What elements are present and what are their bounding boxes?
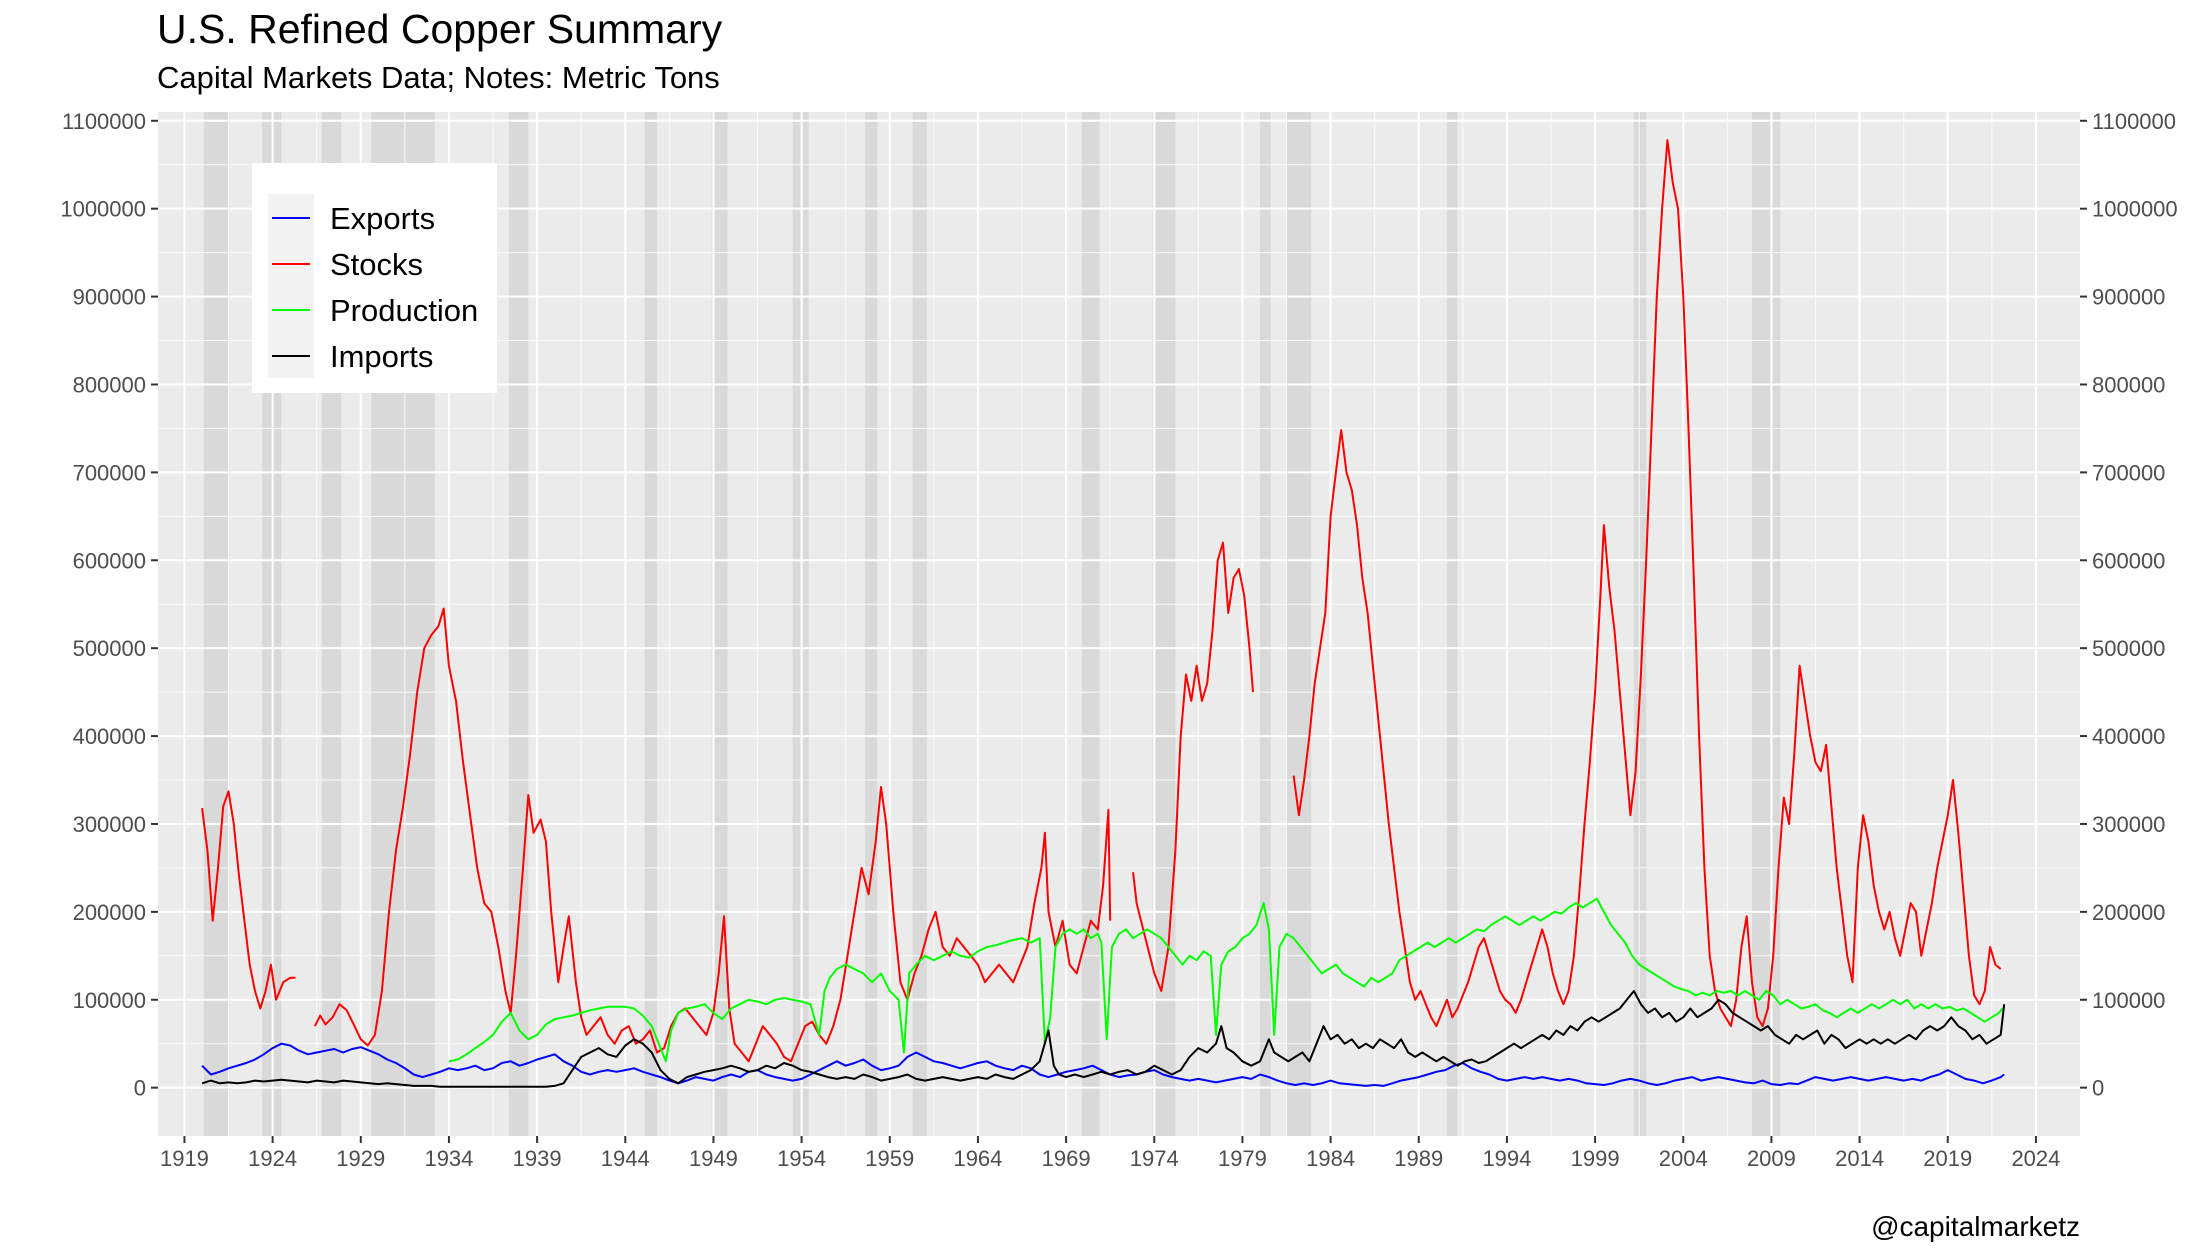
- legend-label-production: Production: [330, 293, 478, 328]
- recession-band: [865, 112, 878, 1136]
- y-tick-label-right: 1100000: [2092, 109, 2176, 134]
- recession-band: [1081, 112, 1100, 1136]
- x-tick-label: 1939: [513, 1146, 562, 1171]
- y-tick-label-left: 100000: [73, 988, 146, 1013]
- y-tick-label-left: 600000: [73, 548, 146, 573]
- y-tick-label-left: 1000000: [60, 197, 146, 222]
- y-tick-label-right: 400000: [2092, 724, 2165, 749]
- series-lines: [201, 139, 2006, 1088]
- y-tick-label-right: 200000: [2092, 900, 2165, 925]
- legend-label-imports: Imports: [330, 339, 433, 374]
- x-tick-label: 1969: [1042, 1146, 1091, 1171]
- x-tick-label: 2004: [1659, 1146, 1708, 1171]
- y-tick-label-right: 0: [2092, 1076, 2104, 1101]
- x-tick-label: 1999: [1571, 1146, 1620, 1171]
- x-tick-label: 2019: [1923, 1146, 1972, 1171]
- y-tick-label-right: 500000: [2092, 636, 2165, 661]
- y-tick-label-left: 300000: [73, 812, 146, 837]
- x-tick-label: 1919: [160, 1146, 209, 1171]
- chart-title: U.S. Refined Copper Summary: [157, 6, 723, 52]
- x-tick-label: 1924: [248, 1146, 297, 1171]
- x-tick-label: 1964: [953, 1146, 1002, 1171]
- legend-label-stocks: Stocks: [330, 247, 423, 282]
- y-tick-label-left: 1100000: [62, 109, 146, 134]
- x-tick-label: 1944: [601, 1146, 650, 1171]
- recession-band: [1633, 112, 1647, 1136]
- x-tick-label: 1954: [777, 1146, 826, 1171]
- y-tick-label-left: 200000: [73, 900, 146, 925]
- x-tick-label: 1989: [1394, 1146, 1443, 1171]
- y-tick-label-left: 0: [134, 1076, 146, 1101]
- x-tick-label: 1994: [1482, 1146, 1531, 1171]
- x-tick-label: 1979: [1218, 1146, 1267, 1171]
- recession-band: [711, 112, 728, 1136]
- y-tick-label-left: 800000: [73, 372, 146, 397]
- y-tick-label-right: 300000: [2092, 812, 2165, 837]
- recession-band: [1286, 112, 1312, 1136]
- recession-band: [644, 112, 658, 1136]
- y-tick-label-right: 900000: [2092, 285, 2165, 310]
- y-tick-label-left: 900000: [73, 285, 146, 310]
- recession-band: [203, 112, 229, 1136]
- x-tick-label: 2014: [1835, 1146, 1884, 1171]
- chart-subtitle: Capital Markets Data; Notes: Metric Tons: [157, 60, 720, 95]
- recession-band: [1260, 112, 1271, 1136]
- recession-band: [1752, 112, 1781, 1136]
- y-tick-label-left: 500000: [73, 636, 146, 661]
- source-caption: @capitalmarketz: [1871, 1211, 2080, 1242]
- x-tick-label: 1934: [424, 1146, 473, 1171]
- axes: 1919 1924 1929 1934 1939 1944 1949 1954 1959 1964…: [60, 109, 2177, 1171]
- x-tick-label: 1949: [689, 1146, 738, 1171]
- x-tick-label: 1974: [1130, 1146, 1179, 1171]
- recession-band: [508, 112, 529, 1136]
- y-tick-label-right: 1000000: [2092, 197, 2178, 222]
- legend: Exports Stocks Production Imports: [252, 163, 497, 393]
- series-line-imports: [201, 990, 2006, 1088]
- y-tick-label-right: 700000: [2092, 460, 2165, 485]
- y-tick-label-right: 800000: [2092, 372, 2165, 397]
- y-tick-label-left: 400000: [73, 724, 146, 749]
- x-tick-label: 1929: [336, 1146, 385, 1171]
- x-tick-label: 1984: [1306, 1146, 1355, 1171]
- y-tick-label-right: 100000: [2092, 988, 2165, 1013]
- series-line-production: [448, 897, 2004, 1063]
- x-tick-label: 2009: [1747, 1146, 1796, 1171]
- recession-band: [912, 112, 927, 1136]
- x-tick-label: 1959: [865, 1146, 914, 1171]
- recession-band: [1446, 112, 1458, 1136]
- recession-band: [1152, 112, 1176, 1136]
- legend-label-exports: Exports: [330, 201, 435, 236]
- y-tick-label-right: 600000: [2092, 548, 2165, 573]
- x-tick-label: 2024: [2011, 1146, 2060, 1171]
- y-tick-label-left: 700000: [73, 460, 146, 485]
